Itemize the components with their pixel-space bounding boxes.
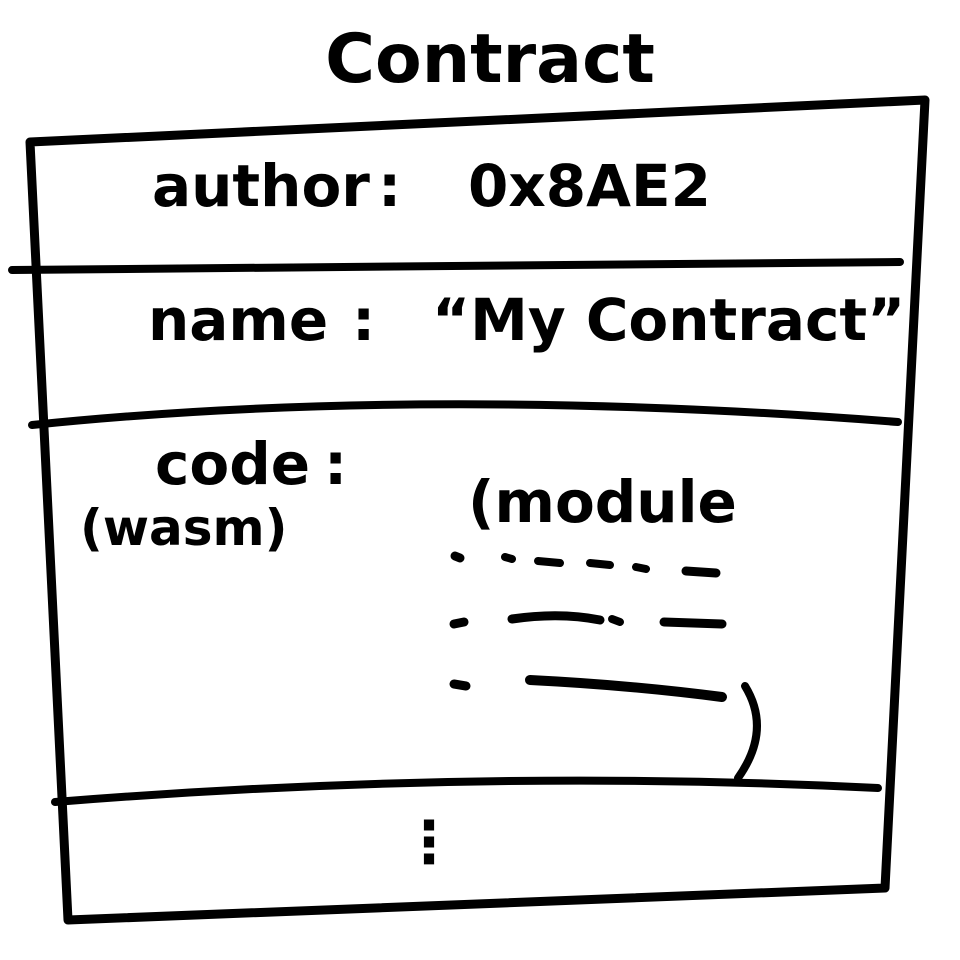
code-scribble xyxy=(449,551,761,782)
closing-paren-stroke xyxy=(734,682,761,782)
field-code-separator: : xyxy=(324,430,347,498)
field-author-separator: : xyxy=(378,152,401,220)
divider-name-code xyxy=(28,400,902,429)
divider-author-name xyxy=(8,258,904,274)
field-code-value: (module xyxy=(468,468,737,536)
field-name: name : “My Contract” xyxy=(148,286,905,354)
field-name-key: name xyxy=(148,286,328,354)
field-code-key: code xyxy=(155,430,310,498)
field-author: author : 0x8AE2 xyxy=(152,152,711,220)
contract-box-outline xyxy=(25,95,930,925)
diagram-title: Contract xyxy=(325,20,655,99)
field-name-value: “My Contract” xyxy=(432,286,905,354)
divider-code-more xyxy=(51,776,882,806)
field-code: code : (wasm) (module xyxy=(80,430,761,782)
field-name-separator: : xyxy=(352,286,375,354)
field-author-value: 0x8AE2 xyxy=(468,152,711,220)
field-author-key: author xyxy=(152,152,370,220)
field-code-note: (wasm) xyxy=(80,499,288,557)
continuation-ellipsis: ⋮ xyxy=(400,808,458,876)
